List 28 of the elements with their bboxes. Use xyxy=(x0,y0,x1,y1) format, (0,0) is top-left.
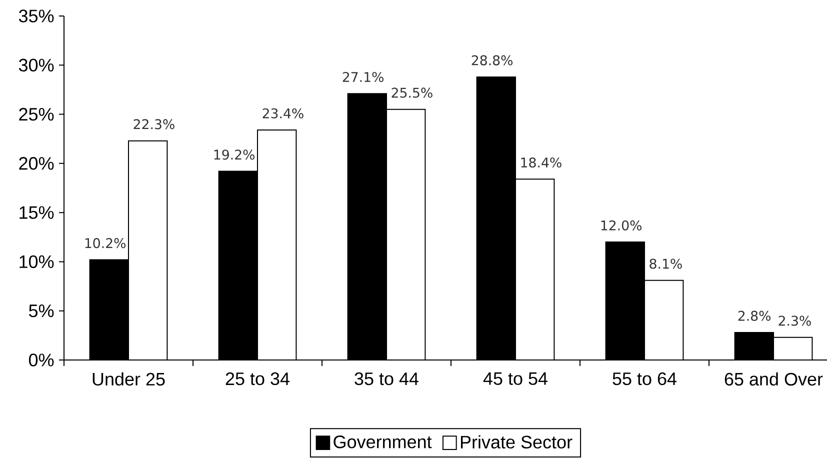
x-tick-label: 35 to 44 xyxy=(354,372,418,386)
x-tick-label: 55 to 64 xyxy=(612,372,676,386)
y-tick-label: 15% xyxy=(20,206,54,219)
data-label: 12.0% xyxy=(601,220,642,230)
y-tick-label: 20% xyxy=(19,157,54,170)
y-tick-label: 35% xyxy=(18,10,54,22)
data-label: 23.4% xyxy=(262,108,304,118)
data-label: 8.1% xyxy=(650,258,682,269)
x-tick-label: 65 and Over xyxy=(724,372,823,386)
y-tick-label: 30% xyxy=(18,58,54,72)
data-label: 10.2% xyxy=(85,238,126,248)
data-label: 25.5% xyxy=(392,88,432,98)
y-tick-label: 10% xyxy=(20,255,54,268)
y-tick-label: 0% xyxy=(28,354,54,366)
data-label: 22.3% xyxy=(134,119,174,130)
x-tick-label: 25 to 34 xyxy=(226,372,290,386)
data-label: 18.4% xyxy=(521,157,562,168)
y-tick-label: 25% xyxy=(19,108,54,121)
legend-label: Private Sector xyxy=(460,435,572,448)
x-tick-label: 45 to 54 xyxy=(483,372,548,385)
data-label: 28.8% xyxy=(472,55,513,66)
data-label: 27.1% xyxy=(342,72,384,82)
x-tick-label: Under 25 xyxy=(92,372,165,386)
legend-label: Government xyxy=(334,436,432,448)
data-label: 2.3% xyxy=(778,316,811,326)
data-label: 2.8% xyxy=(738,310,771,321)
y-tick-label: 5% xyxy=(28,304,54,318)
data-label: 19.2% xyxy=(214,150,255,160)
